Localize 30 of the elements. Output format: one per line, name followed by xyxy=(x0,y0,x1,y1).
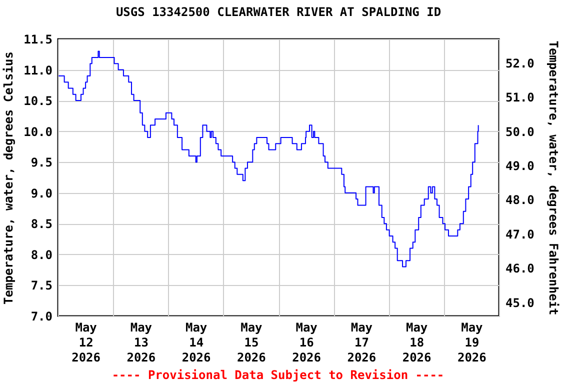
x-tick-label: May 16 2026 xyxy=(292,320,322,364)
y2-tick-label: 45.0 xyxy=(506,296,534,310)
y-tick-label: 9.0 xyxy=(30,186,52,200)
y-tick-label: 11.0 xyxy=(24,63,52,78)
y2-tick-label: 49.0 xyxy=(506,159,534,174)
y-tick-label: 11.5 xyxy=(24,32,52,46)
y2-tick-label: 52.0 xyxy=(506,56,534,70)
y2-tick-label: 48.0 xyxy=(506,193,534,208)
y-tick-label: 8.0 xyxy=(30,248,52,262)
x-tick-label: May 15 2026 xyxy=(236,320,266,364)
x-tick-label: May 13 2026 xyxy=(126,320,156,364)
y-axis-title: Temperature, water, degrees Celsius xyxy=(2,52,16,304)
y2-tick-label: 50.0 xyxy=(506,124,534,139)
y2-tick-label: 47.0 xyxy=(506,227,534,242)
y-tick-label: 8.5 xyxy=(30,217,52,232)
x-tick-label: May 19 2026 xyxy=(457,320,486,364)
y2-tick-label: 46.0 xyxy=(506,262,534,276)
text: ---- Provisional Data Subject to Revision ---- xyxy=(112,368,444,382)
y2-axis-title: Temperature, water, degrees Fahrenheit xyxy=(546,40,560,316)
x-tick-label: May 14 2026 xyxy=(182,320,211,364)
x-tick-label: May 18 2026 xyxy=(402,320,432,364)
y-tick-label: 10.0 xyxy=(24,124,52,139)
x-tick-label: May 17 2026 xyxy=(347,320,376,364)
y-tick-label: 10.5 xyxy=(24,94,52,108)
x-tick-label: May 12 2026 xyxy=(72,320,101,364)
y-tick-label: 7.5 xyxy=(30,278,52,293)
y-tick-label: 7.0 xyxy=(30,310,52,324)
y2-tick-label: 51.0 xyxy=(506,90,534,105)
y-tick-label: 9.5 xyxy=(30,156,52,170)
chart-title: USGS 13342500 CLEARWATER RIVER AT SPALDING ID xyxy=(116,5,442,19)
